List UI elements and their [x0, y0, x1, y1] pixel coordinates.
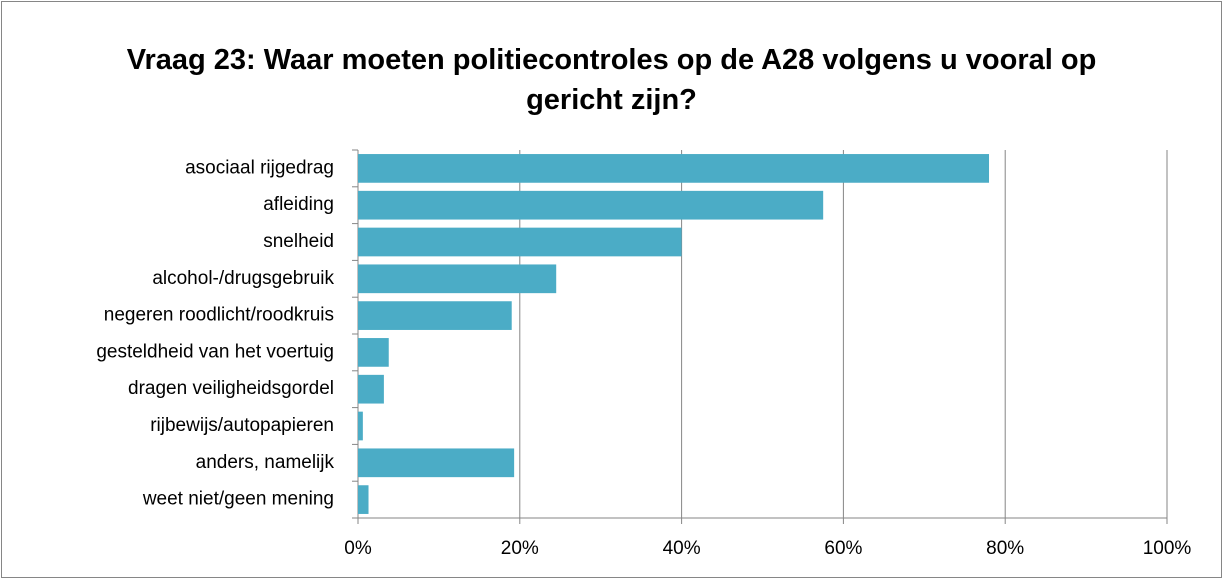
- x-tick-label: 40%: [663, 538, 701, 559]
- x-tick-label: 60%: [824, 538, 862, 559]
- y-tick-label: negeren roodlicht/roodkruis: [104, 305, 334, 326]
- bar: [358, 448, 515, 478]
- y-tick-label: alcohol-/drugsgebruik: [152, 268, 334, 289]
- y-tick-label: anders, namelijk: [196, 452, 335, 473]
- bar: [358, 338, 389, 367]
- bar: [358, 411, 363, 441]
- x-tick-label: 0%: [344, 538, 372, 559]
- y-tick-label: gesteldheid van het voertuig: [96, 341, 334, 362]
- x-tick-label: 80%: [986, 538, 1024, 559]
- chart-title: Vraag 23: Waar moeten politiecontroles o…: [126, 44, 1097, 116]
- bar: [358, 301, 512, 330]
- bar: [358, 264, 557, 294]
- bar: [358, 190, 824, 220]
- y-tick-label: asociaal rijgedrag: [185, 157, 334, 178]
- y-tick-label: rijbewijs/autopapieren: [150, 415, 334, 436]
- bar: [358, 485, 369, 514]
- y-tick-label: afleiding: [263, 194, 334, 215]
- bar: [358, 227, 682, 257]
- y-tick-label: snelheid: [263, 231, 334, 252]
- y-tick-label: dragen veiligheidsgordel: [128, 378, 334, 399]
- x-tick-label: 100%: [1143, 538, 1192, 559]
- y-tick-label: weet niet/geen mening: [142, 489, 334, 510]
- bar: [358, 154, 990, 183]
- bar: [358, 374, 384, 404]
- x-tick-label: 20%: [501, 538, 539, 559]
